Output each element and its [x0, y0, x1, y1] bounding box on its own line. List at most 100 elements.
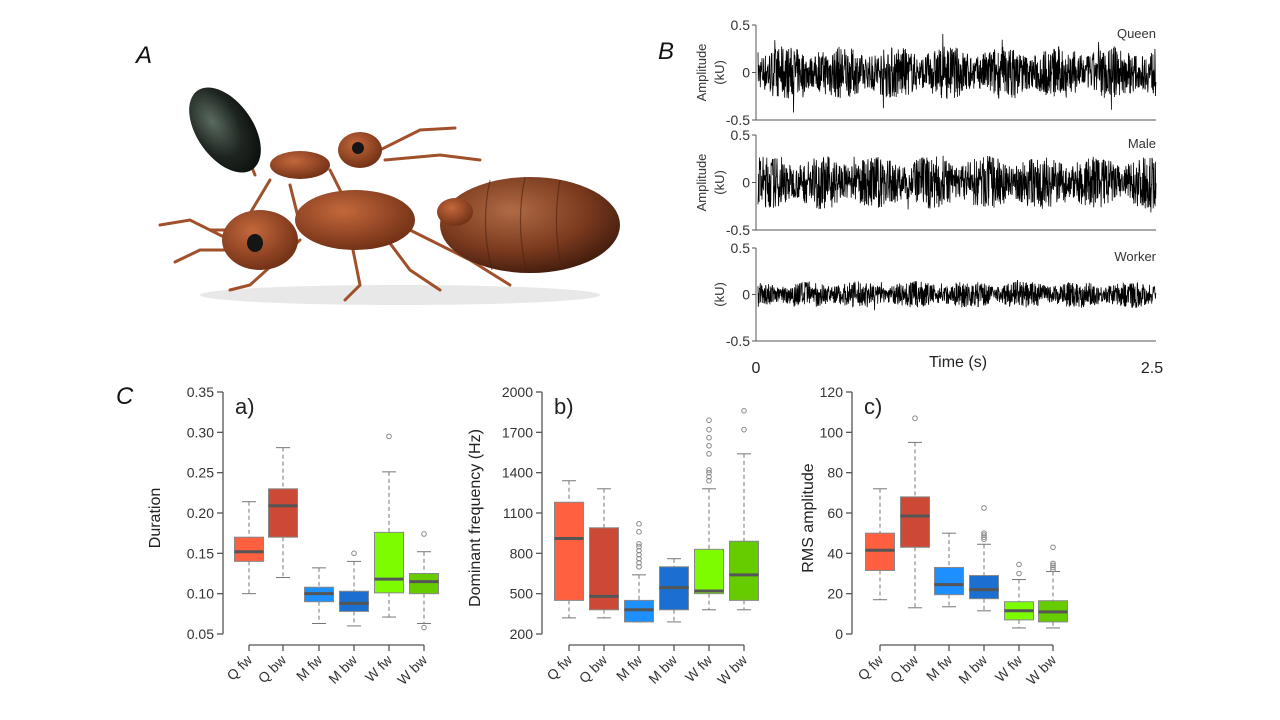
box-q-bw	[268, 488, 298, 538]
outlier-point	[981, 505, 987, 511]
outlier-point	[636, 520, 642, 527]
series-label-worker: Worker	[1114, 249, 1156, 264]
outlier-point	[421, 624, 427, 631]
x-tick-label: W bw	[1023, 651, 1060, 688]
y-tick-label: 800	[510, 545, 534, 561]
outlier-point	[636, 563, 642, 570]
outlier-point	[1050, 560, 1056, 567]
ylabel-line: Amplitude	[694, 44, 709, 102]
y-tick-label: 500	[510, 586, 534, 602]
y-tick-label: 0.10	[187, 586, 214, 602]
outlier-point	[636, 551, 642, 558]
outlier-point	[636, 543, 642, 550]
x-tick-label: Q bw	[887, 651, 922, 686]
y-tick-label: 0.35	[187, 384, 214, 400]
y-tick-label: 20	[827, 586, 843, 602]
y-tick-label: 1100	[503, 505, 533, 521]
y-tick-label: 0.5	[731, 17, 751, 33]
box-w-bw	[409, 573, 439, 595]
box-w-fw	[694, 548, 724, 595]
outlier-point	[421, 531, 427, 537]
y-tick-label: 0.15	[187, 545, 214, 561]
outlier-point	[1016, 570, 1022, 577]
x-tick-label: Q bw	[576, 651, 611, 686]
x-tick-label: Q bw	[255, 651, 290, 686]
x-tick-label: W fw	[992, 651, 1026, 685]
outlier-point	[1050, 544, 1056, 551]
x-tick-label: M fw	[293, 651, 326, 684]
ylabel-line: Amplitude	[694, 154, 709, 212]
waveform-queen	[757, 33, 1157, 113]
panel-label-b: B	[658, 38, 675, 65]
outlier-point	[636, 529, 642, 535]
x-tick-label: Q fw	[543, 651, 575, 683]
box-m-fw	[934, 566, 964, 596]
outlier-point	[706, 451, 712, 457]
wave-y-axis-title: Amplitude (kU)	[694, 154, 727, 212]
box-q-bw	[900, 496, 930, 548]
outlier-point	[981, 532, 987, 538]
outlier-point	[741, 408, 747, 414]
waveform-worker	[757, 279, 1157, 311]
outlier-point	[636, 547, 642, 554]
x-tick-label: M fw	[613, 651, 646, 684]
x-tick-label: M bw	[325, 651, 361, 687]
y-tick-label: 100	[820, 424, 844, 440]
outlier-point	[706, 477, 712, 484]
y-tick-label: -0.5	[726, 333, 750, 349]
outlier-point	[706, 467, 712, 473]
box-w-bw	[729, 540, 759, 601]
y-tick-label: 0.05	[187, 626, 214, 642]
x-tick-label: M bw	[955, 651, 991, 687]
outlier-point	[706, 442, 712, 449]
x-tick-label: M fw	[923, 651, 956, 684]
outlier-point	[981, 534, 987, 541]
wave-y-axis-title: Amplitude (kU)	[694, 44, 727, 102]
y-tick-label: 2000	[502, 384, 533, 400]
outlier-point	[706, 434, 712, 441]
subplot-label: a)	[235, 394, 255, 419]
x-tick-label: W fw	[682, 651, 716, 685]
outlier-point	[1016, 561, 1022, 568]
y-tick-label: 0.20	[187, 505, 214, 521]
x-tick-label: W fw	[362, 651, 396, 685]
box-m-bw	[339, 590, 369, 612]
ylabel-line: (kU)	[712, 60, 727, 85]
outlier-point	[706, 469, 712, 476]
outlier-point	[912, 415, 918, 422]
outlier-point	[1050, 566, 1056, 573]
y-tick-label: 0	[742, 65, 750, 81]
outlier-point	[351, 550, 357, 557]
y-tick-label: 0	[742, 287, 750, 303]
x-tick-label: 0	[752, 360, 761, 377]
x-axis-title: Time (s)	[929, 354, 987, 371]
series-label-male: Male	[1128, 136, 1156, 151]
y-tick-label: 120	[820, 384, 844, 400]
outlier-point	[706, 473, 712, 480]
y-tick-label: 0.5	[731, 240, 751, 256]
y-axis-title: RMS amplitude	[800, 463, 817, 572]
outlier-point	[981, 530, 987, 536]
y-tick-label: 0	[835, 626, 843, 642]
subplot-label: c)	[864, 394, 882, 419]
box-w-fw	[374, 531, 404, 594]
y-axis-title: Dominant frequency (Hz)	[467, 429, 484, 607]
y-tick-label: 80	[827, 465, 843, 481]
y-tick-label: 0.5	[731, 127, 751, 143]
y-tick-label: 200	[510, 626, 534, 642]
x-tick-label: 2.5	[1141, 360, 1163, 377]
ylabel-line: (kU)	[712, 170, 727, 195]
y-tick-label: -0.5	[726, 222, 750, 238]
x-tick-label: M bw	[645, 651, 681, 687]
series-label-queen: Queen	[1117, 26, 1156, 41]
box-m-bw	[969, 575, 999, 600]
y-axis-title: Duration	[147, 488, 164, 548]
outlier-point	[1050, 562, 1056, 569]
y-tick-label: 1400	[502, 465, 533, 481]
outlier-point	[706, 417, 712, 424]
outlier-point	[636, 555, 642, 562]
box-q-fw	[554, 501, 584, 601]
outlier-point	[981, 536, 987, 543]
